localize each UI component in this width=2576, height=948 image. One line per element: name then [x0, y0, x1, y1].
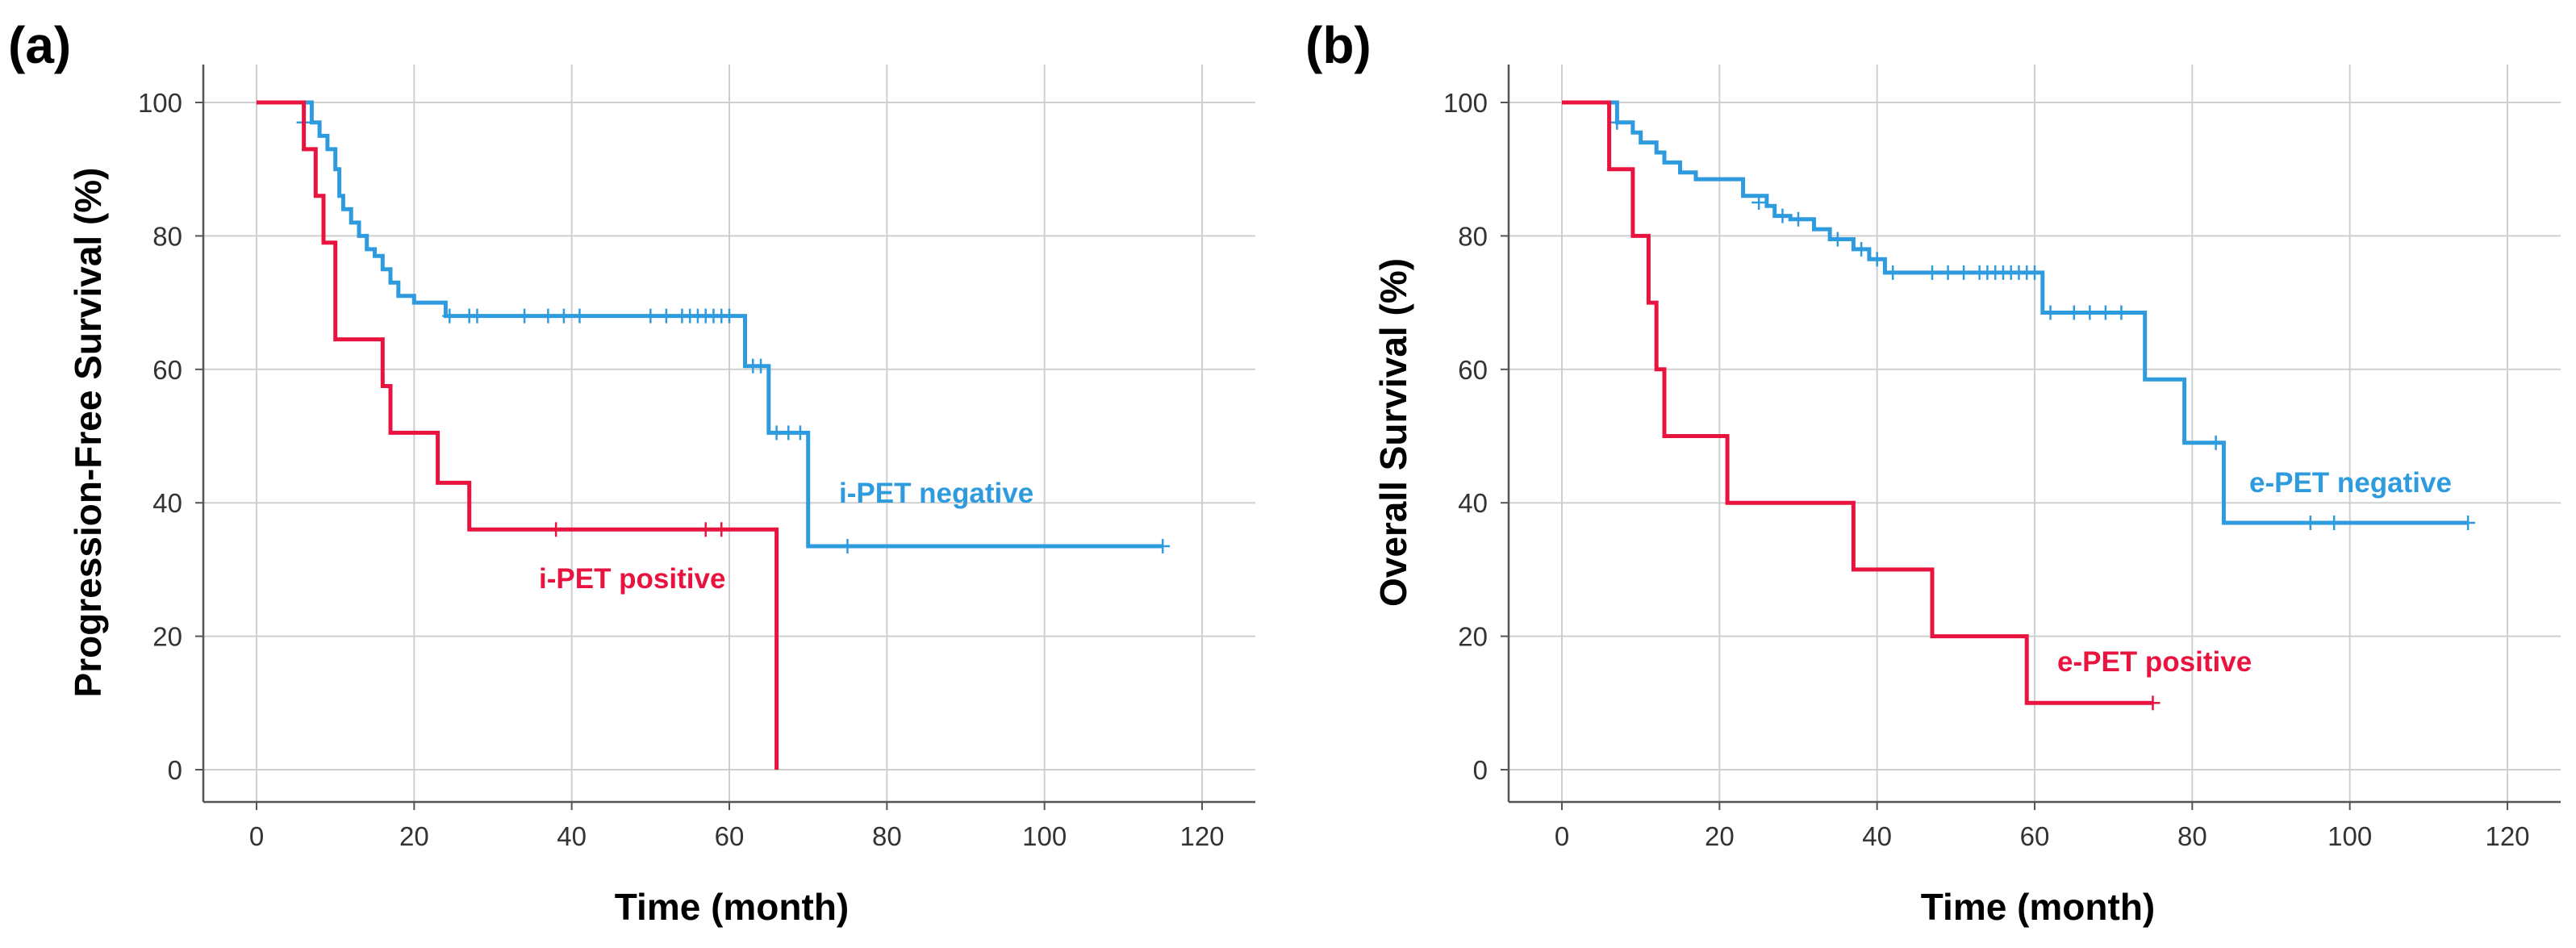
panel-a-grid — [203, 65, 1255, 802]
y-tick-label: 40 — [1458, 488, 1488, 518]
y-tick-label: 60 — [152, 355, 182, 385]
y-tick-label: 20 — [1458, 622, 1488, 652]
panel-b-grid — [1509, 65, 2561, 802]
y-tick-label: 80 — [152, 221, 182, 251]
y-tick-label: 20 — [152, 622, 182, 652]
panel-b-positive-label: e-PET positive — [2057, 646, 2252, 678]
x-tick-label: 20 — [1705, 821, 1735, 851]
panel-a: (a) 0 20 40 60 80 100 120 0 20 40 60 80 100 Time (mo… — [8, 16, 1255, 928]
y-tick-label: 100 — [138, 88, 182, 118]
y-tick-label: 100 — [1443, 88, 1488, 118]
panel-b-series — [1562, 100, 2476, 711]
negative-survival-curve — [1562, 100, 2469, 525]
positive-survival-curve — [1562, 100, 2153, 705]
panel-b: (b) 0 20 40 60 80 100 120 0 20 40 60 80 100 Time (mo… — [1305, 16, 2561, 928]
x-tick-label: 0 — [1555, 821, 1569, 851]
panel-a-label: (a) — [8, 16, 71, 74]
panel-a-positive-label: i-PET positive — [539, 563, 725, 595]
panel-a-series — [257, 100, 1171, 770]
panel-b-label: (b) — [1305, 16, 1372, 74]
panel-a-ticks: 0 20 40 60 80 100 120 0 20 40 60 80 100 — [138, 88, 1225, 851]
panel-a-y-axis-title: Progression-Free Survival (%) — [67, 168, 109, 698]
panel-a-negative-label: i-PET negative — [839, 478, 1033, 509]
panel-b-ticks: 0 20 40 60 80 100 120 0 20 40 60 80 100 — [1443, 88, 2530, 851]
y-tick-label: 0 — [1473, 755, 1488, 785]
y-tick-label: 0 — [168, 755, 182, 785]
x-tick-label: 120 — [1179, 821, 1224, 851]
panel-b-x-axis-title: Time (month) — [1921, 886, 2155, 928]
panel-b-y-axis-title: Overall Survival (%) — [1372, 258, 1414, 607]
y-tick-label: 80 — [1458, 221, 1488, 251]
x-tick-label: 60 — [715, 821, 745, 851]
panel-b-negative-label: e-PET negative — [2249, 467, 2452, 499]
x-tick-label: 60 — [2020, 821, 2050, 851]
y-tick-label: 40 — [152, 488, 182, 518]
y-tick-label: 60 — [1458, 355, 1488, 385]
x-tick-label: 100 — [2328, 821, 2372, 851]
x-tick-label: 80 — [2177, 821, 2207, 851]
x-tick-label: 20 — [399, 821, 429, 851]
x-tick-label: 80 — [872, 821, 902, 851]
x-tick-label: 100 — [1022, 821, 1067, 851]
panel-a-x-axis-title: Time (month) — [615, 886, 849, 928]
x-tick-label: 120 — [2485, 821, 2529, 851]
positive-survival-curve — [257, 100, 779, 770]
x-tick-label: 40 — [557, 821, 587, 851]
x-tick-label: 40 — [1862, 821, 1892, 851]
x-tick-label: 0 — [249, 821, 264, 851]
